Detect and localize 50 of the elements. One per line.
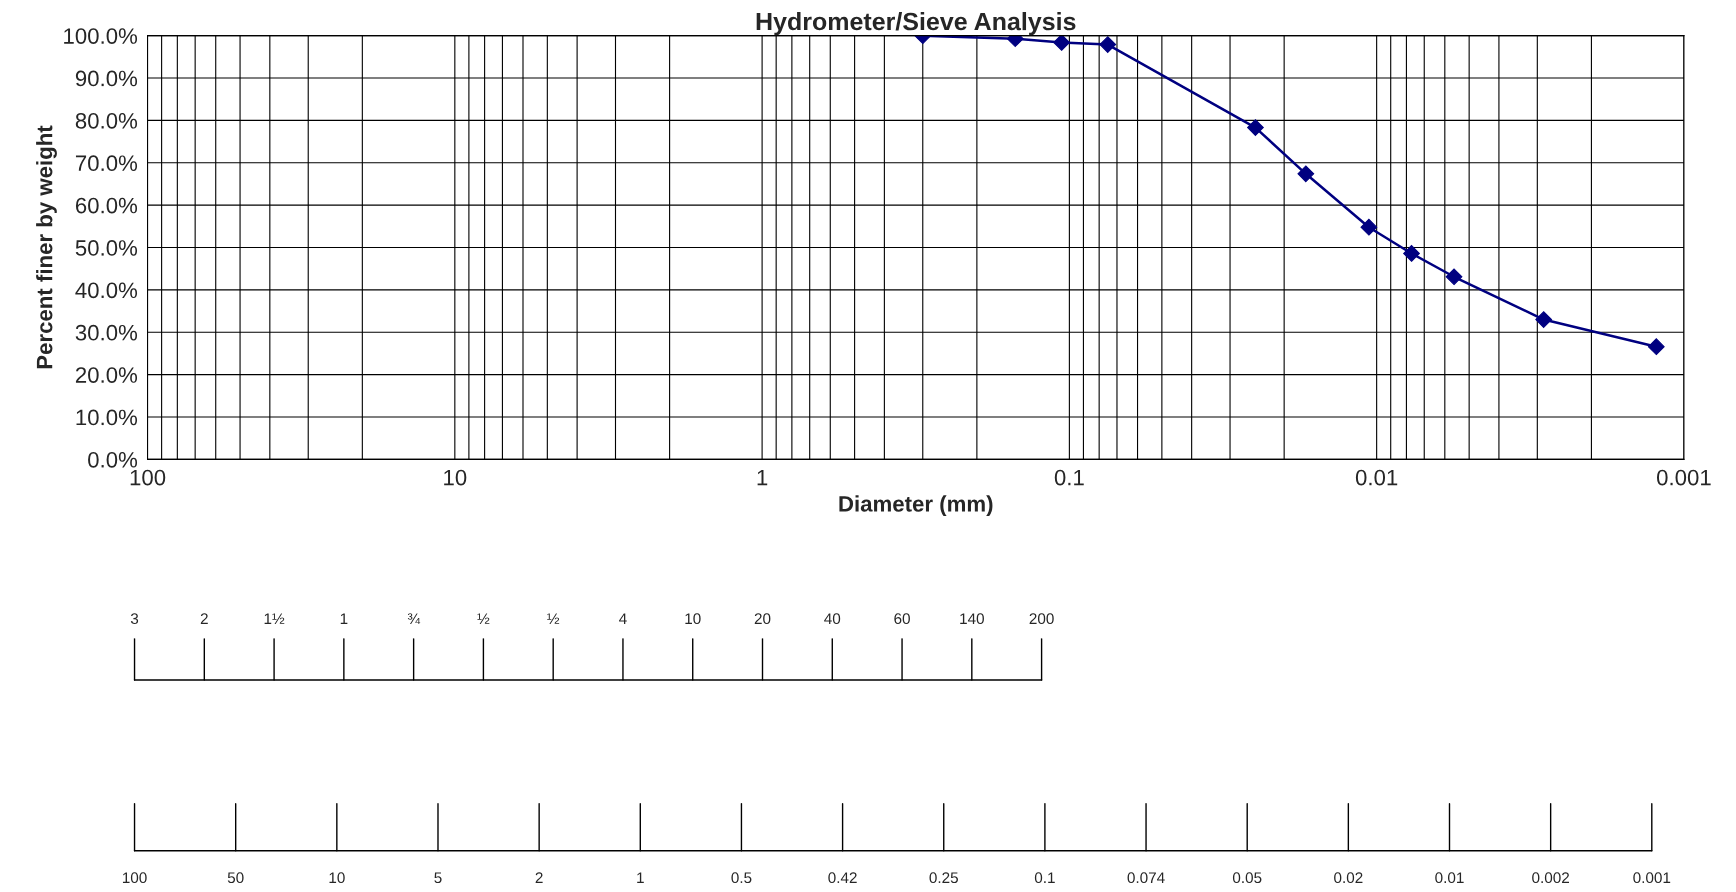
text: 0.1 bbox=[1034, 872, 1055, 884]
text: 140 bbox=[960, 613, 984, 625]
text: 3 bbox=[130, 613, 139, 625]
text: 2 bbox=[200, 613, 208, 624]
text: 0.001 bbox=[1633, 872, 1671, 884]
text: 100 bbox=[122, 872, 147, 884]
text: 1 bbox=[340, 613, 348, 624]
text: 50 bbox=[227, 872, 244, 884]
x-tick-label: 0.01 bbox=[1355, 469, 1398, 486]
x-tick-label: 10 bbox=[444, 469, 467, 486]
text: 0.02 bbox=[1334, 872, 1363, 884]
text: 10 bbox=[685, 613, 701, 625]
y-tick-label: 30.0% bbox=[75, 324, 138, 341]
y-tick-label: 20.0% bbox=[75, 367, 138, 383]
y-tick-label: 40.0% bbox=[75, 282, 138, 299]
text: 0.25 bbox=[929, 872, 958, 884]
x-tick-label: 0.001 bbox=[1656, 469, 1711, 486]
text: 5 bbox=[434, 872, 442, 884]
y-axis-title: Percent finer by weight bbox=[36, 125, 57, 369]
text: 0.002 bbox=[1532, 872, 1569, 884]
y-tick-label: 100.0% bbox=[64, 28, 138, 44]
text: 60 bbox=[894, 613, 910, 625]
y-tick-label: 60.0% bbox=[75, 197, 138, 214]
y-tick-label: 80.0% bbox=[75, 112, 138, 129]
x-tick-label: 1 bbox=[757, 469, 768, 486]
y-tick-label: 50.0% bbox=[75, 240, 138, 256]
text: 1½ bbox=[264, 613, 285, 624]
x-tick-label: 0.1 bbox=[1054, 469, 1084, 486]
text: ½ bbox=[547, 613, 560, 624]
text: 20 bbox=[754, 613, 771, 625]
text: 0.5 bbox=[731, 872, 752, 884]
text: 0.42 bbox=[828, 872, 857, 884]
text: 4 bbox=[619, 613, 627, 624]
y-tick-label: 0.0% bbox=[88, 451, 138, 468]
y-tick-label: 90.0% bbox=[75, 70, 138, 87]
x-axis-title: Diameter (mm) bbox=[839, 495, 993, 517]
text: ½ bbox=[477, 613, 490, 624]
text: 1 bbox=[637, 872, 644, 883]
text: 2 bbox=[535, 872, 543, 883]
y-tick-label: 10.0% bbox=[76, 409, 138, 426]
text: ¾ bbox=[407, 613, 421, 625]
chart-title: Hydrometer/Sieve Analysis bbox=[756, 12, 1076, 36]
text: 10 bbox=[329, 872, 345, 884]
text: 0.074 bbox=[1127, 872, 1165, 884]
text: 40 bbox=[824, 613, 841, 625]
y-tick-label: 70.0% bbox=[75, 155, 138, 172]
text: 0.01 bbox=[1435, 872, 1464, 884]
text: 0.05 bbox=[1232, 872, 1262, 884]
x-tick-label: 100 bbox=[130, 469, 166, 486]
text: 200 bbox=[1029, 613, 1054, 625]
